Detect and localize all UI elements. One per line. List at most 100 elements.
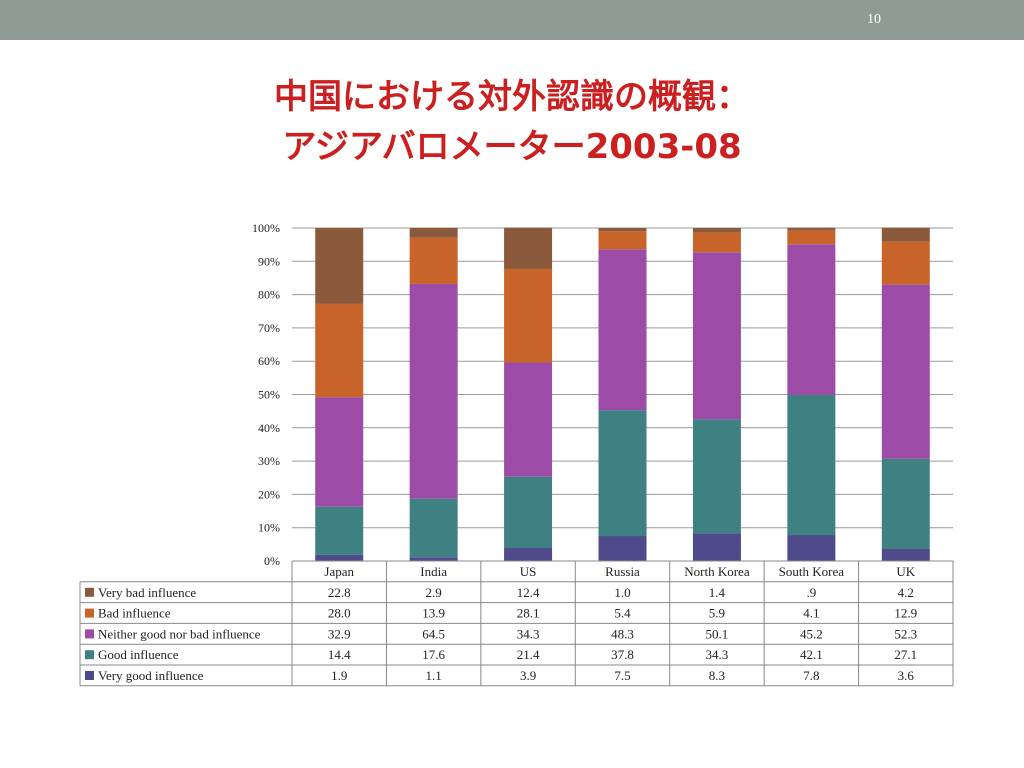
legend-label: Neither good nor bad influence bbox=[98, 626, 261, 641]
bar-segment bbox=[504, 227, 553, 269]
slide-number: 10 bbox=[867, 12, 881, 27]
bar-segment bbox=[409, 228, 458, 238]
title-line-2: アジアバロメーター2003-08 bbox=[282, 127, 742, 167]
table-value: .9 bbox=[806, 585, 816, 600]
bar-segment bbox=[598, 410, 647, 537]
bar-segment bbox=[598, 536, 647, 561]
y-tick-label: 40% bbox=[258, 421, 280, 435]
table-value: 37.8 bbox=[611, 647, 634, 662]
slide-title: 中国における対外認識の概観： アジアバロメーター2003-08 bbox=[0, 72, 1024, 172]
table-value: 8.3 bbox=[709, 668, 725, 683]
x-category-label: Japan bbox=[324, 564, 354, 579]
x-category-label: India bbox=[420, 564, 447, 579]
bar-segment bbox=[787, 394, 836, 536]
bar-segment bbox=[881, 458, 930, 550]
table-value: 13.9 bbox=[422, 606, 445, 621]
table-value: 1.9 bbox=[331, 668, 347, 683]
table-value: 52.3 bbox=[894, 626, 917, 641]
x-category-label: North Korea bbox=[684, 564, 750, 579]
table-value: 64.5 bbox=[422, 626, 445, 641]
bar-segment bbox=[504, 548, 553, 561]
table-value: 1.4 bbox=[709, 585, 726, 600]
bar-segment bbox=[881, 241, 930, 285]
table-value: 48.3 bbox=[611, 626, 634, 641]
bar-segment bbox=[598, 249, 647, 411]
x-category-label: UK bbox=[896, 564, 915, 579]
table-value: 45.2 bbox=[800, 626, 823, 641]
bar-segment bbox=[315, 303, 364, 398]
x-category-label: South Korea bbox=[779, 564, 845, 579]
bar-segment bbox=[315, 506, 364, 555]
header-bar bbox=[0, 0, 1024, 40]
bar-segment bbox=[692, 419, 741, 534]
bar-segment bbox=[504, 362, 553, 477]
table-value: 5.9 bbox=[709, 606, 725, 621]
legend-label: Good influence bbox=[98, 647, 179, 662]
bar-segment bbox=[881, 284, 930, 459]
bar-segment bbox=[787, 227, 836, 231]
table-value: 5.4 bbox=[614, 606, 631, 621]
bar-segment bbox=[598, 231, 647, 250]
bar-segment bbox=[315, 228, 364, 304]
y-tick-label: 80% bbox=[258, 288, 280, 302]
bar-segment bbox=[409, 237, 458, 284]
bar-segment bbox=[692, 533, 741, 561]
legend-label: Very bad influence bbox=[98, 585, 196, 600]
table-value: 17.6 bbox=[422, 647, 445, 662]
bar-segment bbox=[692, 228, 741, 233]
table-value: 42.1 bbox=[800, 647, 823, 662]
legend-swatch bbox=[85, 650, 94, 660]
y-tick-label: 100% bbox=[252, 221, 280, 235]
legend-swatch bbox=[85, 608, 94, 618]
y-tick-label: 0% bbox=[264, 554, 280, 568]
y-tick-label: 90% bbox=[258, 254, 280, 268]
table-value: 12.4 bbox=[517, 585, 540, 600]
legend-swatch bbox=[85, 629, 94, 639]
table-value: 27.1 bbox=[894, 647, 917, 662]
bar-segment bbox=[409, 557, 458, 561]
bar-segment bbox=[881, 549, 930, 561]
table-value: 22.8 bbox=[328, 585, 351, 600]
table-value: 4.1 bbox=[803, 606, 819, 621]
table-value: 32.9 bbox=[328, 626, 351, 641]
table-value: 7.5 bbox=[614, 668, 630, 683]
bar-segment bbox=[504, 268, 553, 363]
bar-segment bbox=[787, 535, 836, 561]
bar-segment bbox=[692, 252, 741, 420]
table-value: 7.8 bbox=[803, 668, 819, 683]
table-value: 34.3 bbox=[517, 626, 540, 641]
x-category-label: US bbox=[520, 564, 537, 579]
y-tick-label: 10% bbox=[258, 521, 280, 535]
table-value: 21.4 bbox=[517, 647, 540, 662]
table-value: 1.0 bbox=[614, 585, 630, 600]
bar-segment bbox=[315, 554, 364, 561]
table-value: 34.3 bbox=[706, 647, 729, 662]
table-value: 3.6 bbox=[898, 668, 915, 683]
y-tick-label: 50% bbox=[258, 388, 280, 402]
table-value: 28.0 bbox=[328, 606, 351, 621]
table-value: 4.2 bbox=[898, 585, 914, 600]
bar-segment bbox=[787, 244, 836, 395]
bar-segment bbox=[692, 232, 741, 253]
legend-label: Very good influence bbox=[98, 668, 204, 683]
table-value: 3.9 bbox=[520, 668, 536, 683]
bar-segment bbox=[787, 230, 836, 245]
bar-segment bbox=[409, 283, 458, 499]
y-tick-label: 70% bbox=[258, 321, 280, 335]
x-category-label: Russia bbox=[605, 564, 640, 579]
bar-segment bbox=[598, 228, 647, 232]
table-value: 2.9 bbox=[426, 585, 442, 600]
y-tick-label: 60% bbox=[258, 354, 280, 368]
legend-swatch bbox=[85, 671, 94, 680]
table-value: 1.1 bbox=[426, 668, 442, 683]
table-value: 12.9 bbox=[894, 606, 917, 621]
bar-segment bbox=[409, 498, 458, 558]
title-line-1: 中国における対外認識の概観： bbox=[274, 77, 750, 117]
legend-swatch bbox=[85, 587, 94, 597]
y-tick-label: 30% bbox=[258, 454, 280, 468]
bar-segment bbox=[504, 476, 553, 549]
legend-label: Bad influence bbox=[98, 606, 171, 621]
table-value: 14.4 bbox=[328, 647, 351, 662]
bar-segment bbox=[881, 227, 930, 242]
